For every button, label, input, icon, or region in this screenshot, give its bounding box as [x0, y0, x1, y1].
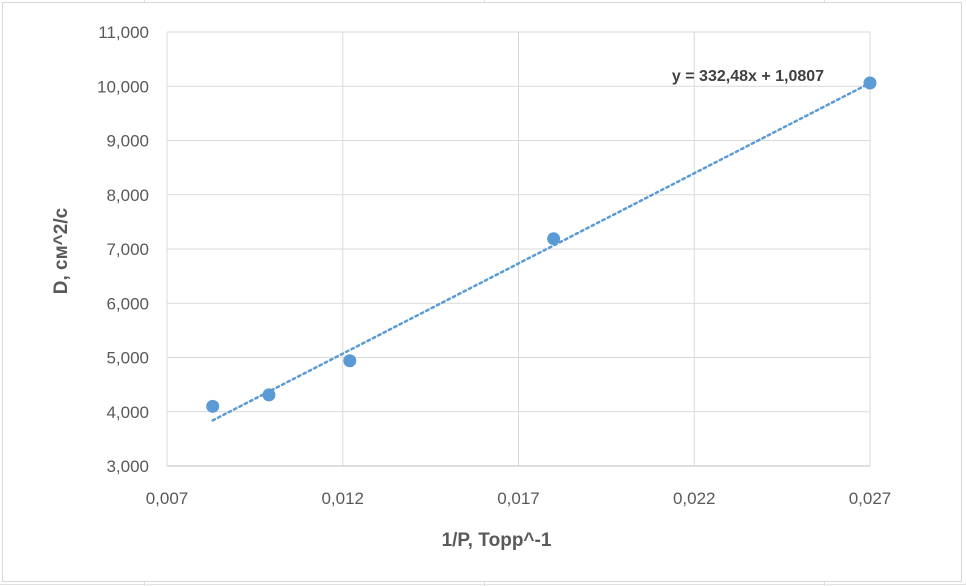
- data-point: [547, 232, 561, 246]
- y-tick-label: 5,000: [106, 349, 149, 368]
- data-points: [206, 76, 877, 413]
- sheet-gridline: [0, 584, 966, 585]
- data-point: [343, 354, 357, 368]
- axes: [166, 32, 870, 467]
- data-point: [206, 399, 220, 413]
- trendline-equation: y = 332,48x + 1,0807: [672, 68, 824, 85]
- data-point: [863, 76, 877, 90]
- y-tick-label: 3,000: [106, 457, 149, 476]
- trendline-group: [211, 81, 872, 422]
- y-tick-label: 7,000: [106, 240, 149, 259]
- x-tick-label: 0,027: [849, 489, 892, 508]
- x-axis-title: 1/P, Торр^-1: [442, 530, 552, 551]
- y-tick-label: 4,000: [106, 403, 149, 422]
- x-tick-label: 0,012: [321, 489, 364, 508]
- tick-labels: 3,000 4,000 5,000 6,000 7,000 8,000 9,000 10,00…: [97, 23, 891, 508]
- gridlines: [167, 31, 871, 466]
- y-tick-label: 8,000: [106, 186, 149, 205]
- trendline: [211, 81, 872, 422]
- data-point: [262, 388, 276, 402]
- y-tick-label: 9,000: [106, 132, 149, 151]
- scatter-plot: 3,000 4,000 5,000 6,000 7,000 8,000 9,000 10,00…: [51, 23, 891, 551]
- y-axis-title: D, см^2/с: [51, 207, 72, 294]
- y-tick-label: 10,000: [97, 77, 149, 96]
- x-tick-label: 0,017: [497, 489, 540, 508]
- y-tick-label: 11,000: [98, 23, 149, 42]
- x-tick-label: 0,007: [146, 489, 189, 508]
- x-tick-label: 0,022: [673, 489, 716, 508]
- y-tick-label: 6,000: [106, 294, 149, 313]
